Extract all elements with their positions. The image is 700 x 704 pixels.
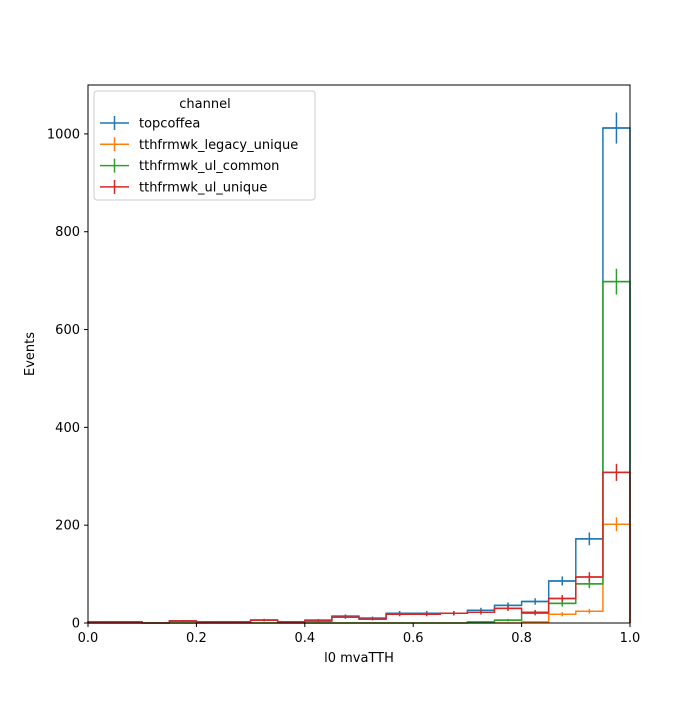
- x-axis-label: l0 mvaTTH: [324, 651, 394, 666]
- legend-title: channel: [179, 97, 230, 112]
- x-tick-label: 1.0: [620, 631, 641, 646]
- legend-label: tthfrmwk_legacy_unique: [139, 138, 298, 153]
- y-axis: 0 200 400 600 800 1000: [47, 127, 88, 632]
- x-tick-label: 0.4: [294, 631, 315, 646]
- y-tick-label: 1000: [47, 127, 80, 142]
- y-axis-label: Events: [23, 332, 38, 376]
- y-tick-label: 400: [55, 421, 80, 436]
- legend-items: topcoffea tthfrmwk_legacy_unique tthfrmwk_…: [100, 116, 298, 195]
- legend-entry: topcoffea: [100, 116, 200, 132]
- series-tthfrmwk_ul_common: [88, 268, 631, 624]
- series-tthfrmwk_ul_unique: [87, 463, 631, 624]
- x-tick-label: 0.2: [186, 631, 207, 646]
- y-tick-label: 200: [55, 519, 80, 534]
- histogram-step-line: [87, 471, 631, 624]
- x-tick-label: 0.0: [78, 631, 99, 646]
- histogram-step-line: [87, 127, 631, 624]
- legend-label: topcoffea: [139, 117, 200, 132]
- legend-label: tthfrmwk_ul_unique: [139, 180, 267, 195]
- legend-box: [93, 90, 316, 201]
- x-axis: 0.0 0.2 0.4 0.6 0.8 1.0: [78, 623, 641, 646]
- legend: channel topcoffeatthfrmwk_legacy_uniquet…: [93, 90, 316, 201]
- legend-entry: tthfrmwk_ul_common: [100, 158, 279, 174]
- y-tick-label: 600: [55, 323, 80, 338]
- legend-label: tthfrmwk_ul_common: [139, 159, 279, 174]
- legend-entry: tthfrmwk_legacy_unique: [100, 137, 298, 153]
- y-tick-label: 0: [72, 617, 80, 632]
- axes-frame: [87, 84, 631, 624]
- y-tick-label: 800: [55, 225, 80, 240]
- histogram-step-line: [88, 280, 631, 624]
- legend-entry: tthfrmwk_ul_unique: [100, 179, 267, 195]
- x-tick-label: 0.8: [511, 631, 532, 646]
- x-tick-label: 0.6: [403, 631, 424, 646]
